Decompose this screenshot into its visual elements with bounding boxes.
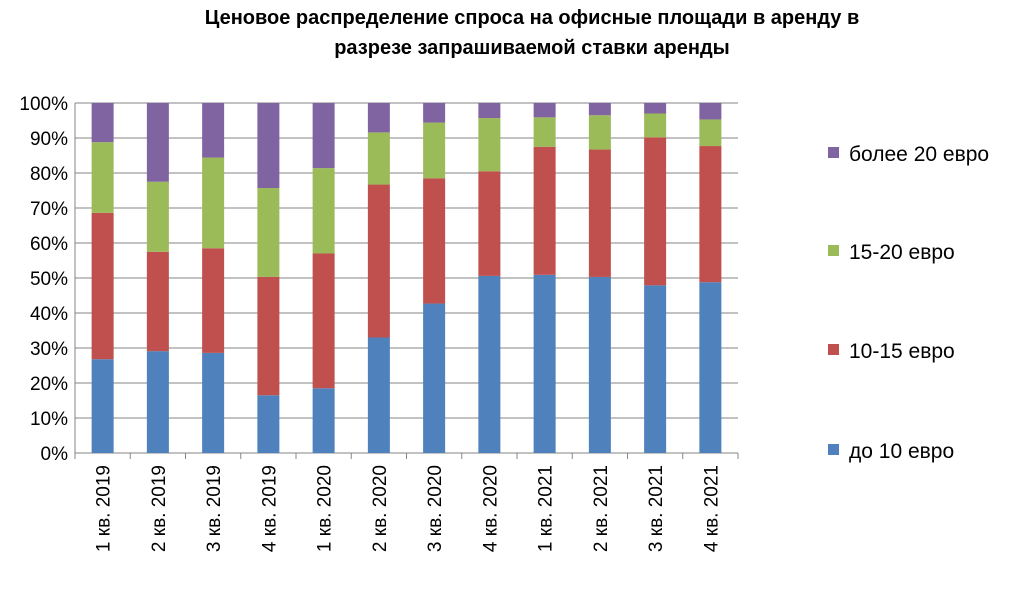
bar-segment-0	[478, 275, 501, 453]
bar-segment-3	[644, 103, 667, 114]
y-tick-label: 40%	[30, 304, 68, 325]
bar-segment-0	[202, 352, 225, 453]
bar-segment-1	[588, 149, 611, 277]
bar-segment-3	[478, 103, 501, 119]
bar-segment-0	[312, 388, 335, 453]
x-tick-label: 3 кв. 2020	[425, 465, 446, 552]
y-tick-label: 10%	[30, 409, 68, 430]
bar-segment-2	[423, 122, 446, 179]
bar-segment-3	[257, 103, 280, 189]
bar-segment-3	[146, 103, 169, 182]
bar-segment-1	[257, 276, 280, 396]
gridlines	[75, 102, 738, 454]
bar-segment-3	[202, 103, 225, 158]
y-tick-label: 80%	[30, 164, 68, 185]
bar-segment-2	[91, 142, 114, 213]
bar-segment-0	[644, 285, 667, 453]
bar-segment-2	[146, 181, 169, 252]
bar-segment-1	[478, 171, 501, 276]
bar-segment-2	[533, 117, 556, 147]
bar-segment-2	[478, 118, 501, 172]
bar-segment-1	[533, 146, 556, 275]
y-tick-label: 20%	[30, 374, 68, 395]
bar-segment-2	[257, 188, 280, 277]
legend-label: более 20 евро	[849, 143, 989, 166]
legend-label: до 10 евро	[849, 440, 954, 463]
bars	[91, 103, 722, 453]
bar-segment-3	[91, 103, 114, 143]
bar-segment-0	[146, 351, 169, 453]
bar-segment-2	[202, 157, 225, 249]
y-tick-label: 50%	[30, 269, 68, 290]
bar-segment-3	[588, 103, 611, 116]
bar-segment-0	[699, 282, 722, 453]
legend: до 10 евро 10-15 евро 15-20 евро более 20 е…	[828, 143, 989, 463]
legend-swatch	[828, 147, 839, 158]
bar-segment-0	[423, 303, 446, 453]
bar-segment-1	[312, 253, 335, 389]
bar-segment-3	[533, 103, 556, 118]
bar-segment-2	[312, 168, 335, 254]
x-axis: 1 кв. 2019 2 кв. 2019 3 кв. 2019 4 кв. 2019…	[74, 453, 739, 552]
bar-segment-2	[367, 132, 390, 185]
chart-title-line-2: разрезе запрашиваемой ставки аренды	[334, 37, 730, 59]
x-tick-label: 4 кв. 2020	[480, 465, 501, 552]
bar-segment-0	[533, 274, 556, 453]
bar-segment-3	[423, 103, 446, 123]
y-tick-label: 0%	[41, 444, 69, 465]
bar-segment-2	[699, 119, 722, 147]
legend-swatch	[828, 245, 839, 256]
bar-segment-0	[367, 337, 390, 453]
y-tick-label: 90%	[30, 129, 68, 150]
x-tick-label: 2 кв. 2020	[370, 465, 391, 552]
legend-swatch	[828, 444, 839, 455]
bar-segment-1	[699, 146, 722, 283]
bar-segment-1	[367, 184, 390, 338]
bar-segment-1	[202, 248, 225, 353]
bar-segment-0	[91, 359, 114, 453]
bar-segment-1	[644, 137, 667, 286]
x-tick-label: 2 кв. 2019	[149, 465, 170, 552]
y-tick-label: 70%	[30, 199, 68, 220]
chart-title-line-1: Ценовое распределение спроса на офисные …	[205, 7, 860, 29]
x-tick-label: 2 кв. 2021	[591, 465, 612, 552]
x-tick-label: 3 кв. 2019	[204, 465, 225, 552]
x-tick-label: 4 кв. 2019	[259, 465, 280, 552]
legend-label: 10-15 евро	[849, 340, 955, 363]
legend-label: 15-20 евро	[849, 241, 955, 264]
bar-segment-2	[644, 113, 667, 138]
bar-segment-1	[146, 251, 169, 352]
bar-segment-1	[423, 178, 446, 304]
y-tick-label: 30%	[30, 339, 68, 360]
bar-segment-0	[257, 395, 280, 453]
x-tick-label: 1 кв. 2020	[315, 465, 336, 552]
x-tick-label: 1 кв. 2021	[536, 465, 557, 552]
legend-swatch	[828, 344, 839, 355]
x-tick-label: 1 кв. 2019	[94, 465, 115, 552]
y-axis: 0% 10% 20% 30% 40% 50% 60% 70% 80% 90% 100%	[19, 94, 76, 465]
x-tick-label: 3 кв. 2021	[646, 465, 667, 552]
bar-segment-3	[699, 103, 722, 120]
bar-segment-3	[367, 103, 390, 133]
bar-segment-1	[91, 212, 114, 360]
bar-segment-2	[588, 115, 611, 150]
x-tick-label: 4 кв. 2021	[701, 465, 722, 552]
y-tick-label: 100%	[19, 94, 68, 115]
y-tick-label: 60%	[30, 234, 68, 255]
bar-segment-0	[588, 276, 611, 453]
bar-segment-3	[312, 103, 335, 169]
